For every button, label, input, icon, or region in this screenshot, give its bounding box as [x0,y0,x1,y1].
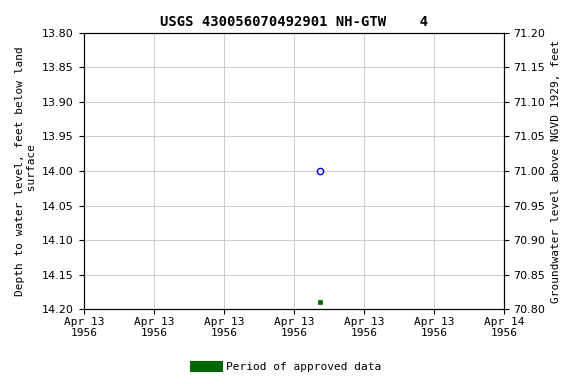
Title: USGS 430056070492901 NH-GTW    4: USGS 430056070492901 NH-GTW 4 [160,15,428,29]
Y-axis label: Groundwater level above NGVD 1929, feet: Groundwater level above NGVD 1929, feet [551,40,561,303]
Y-axis label: Depth to water level, feet below land
 surface: Depth to water level, feet below land su… [15,46,37,296]
Legend: Period of approved data: Period of approved data [191,358,385,377]
